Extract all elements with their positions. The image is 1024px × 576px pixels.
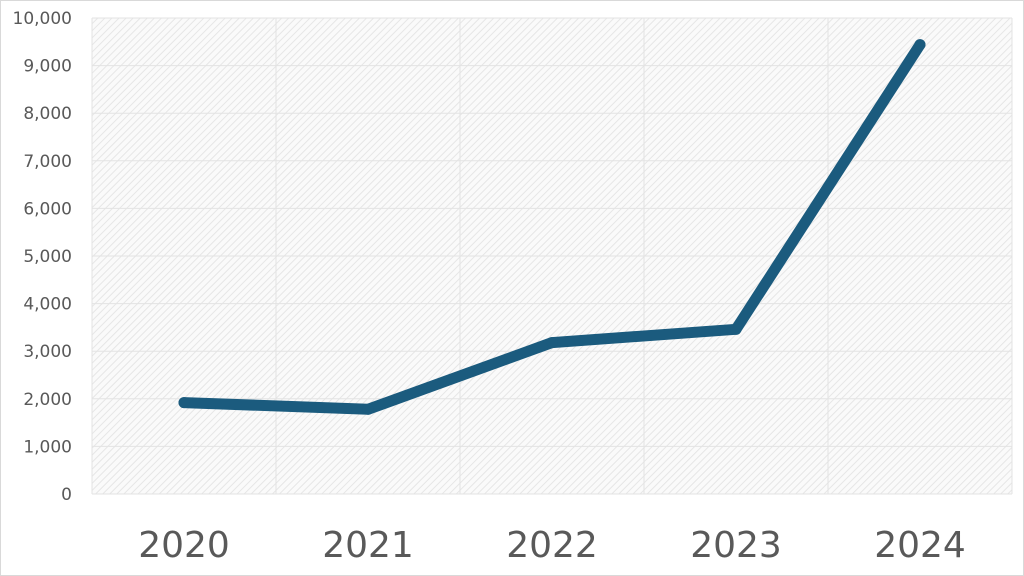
y-tick-label: 10,000 [13, 9, 72, 29]
y-tick-label: 0 [61, 485, 72, 505]
data-point [914, 39, 926, 51]
data-point [362, 403, 374, 415]
y-tick-label: 4,000 [23, 295, 72, 315]
x-tick-label: 2023 [690, 525, 782, 566]
horizontal-gridlines [92, 17, 1012, 495]
data-point [178, 397, 190, 409]
x-axis: 2020 2021 2022 2023 2024 [138, 525, 966, 566]
x-tick-label: 2024 [874, 525, 966, 566]
series-layer [178, 39, 926, 415]
y-tick-label: 9,000 [23, 57, 72, 77]
y-tick-label: 7,000 [23, 152, 72, 172]
x-tick-label: 2021 [322, 525, 414, 566]
y-axis: 0 1,000 2,000 3,000 4,000 5,000 6,000 7,000 8,00… [13, 9, 72, 505]
x-tick-label: 2022 [506, 525, 598, 566]
x-tick-label: 2020 [138, 525, 230, 566]
y-tick-label: 1,000 [23, 437, 72, 457]
y-tick-label: 6,000 [23, 199, 72, 219]
data-point [546, 337, 558, 349]
data-point [730, 323, 742, 335]
y-tick-label: 5,000 [23, 247, 72, 267]
y-tick-label: 2,000 [23, 390, 72, 410]
y-tick-label: 3,000 [23, 342, 72, 362]
y-tick-label: 8,000 [23, 104, 72, 124]
